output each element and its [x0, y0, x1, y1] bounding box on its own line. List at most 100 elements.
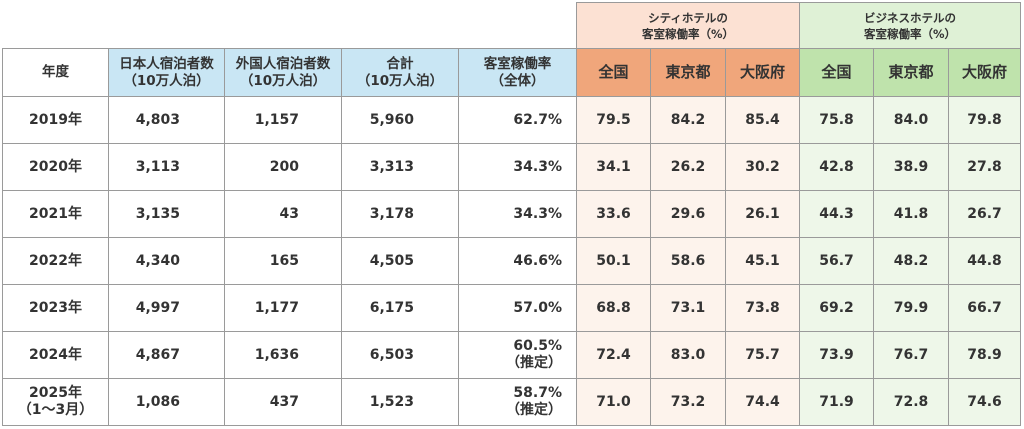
cell-rate: 57.0%: [458, 284, 577, 332]
cell-city-national: 34.1: [576, 143, 651, 191]
cell-city-tokyo: 73.1: [650, 284, 726, 332]
cell-rate-note: （推定）: [506, 402, 562, 418]
cell-rate: 46.6%: [458, 237, 577, 285]
header-occupancy-overall: 客室稼働率 （全体）: [458, 48, 577, 97]
table-row: 2020年 3,113 200 3,313 34.3% 34.1 26.2 30…: [2, 143, 1021, 191]
group-header-business-hotel: ビジネスホテルの 客室稼働率（%）: [799, 2, 1021, 49]
cell-biz-tokyo: 48.2: [873, 237, 949, 285]
cell-city-national: 71.0: [576, 378, 651, 426]
cell-biz-tokyo: 41.8: [873, 190, 949, 238]
cell-city-national: 79.5: [576, 96, 651, 144]
header-biz-national: 全国: [799, 48, 874, 97]
cell-rate: 58.7% （推定）: [458, 378, 577, 426]
table-row: 2025年 （1〜3月） 1,086 437 1,523 58.7% （推定） …: [2, 378, 1021, 426]
cell-total: 4,505: [341, 237, 459, 285]
cell-foreign: 1,157: [224, 96, 342, 144]
cell-city-osaka: 74.4: [725, 378, 800, 426]
cell-total: 6,503: [341, 331, 459, 379]
cell-biz-osaka: 26.7: [948, 190, 1021, 238]
cell-year: 2019年: [2, 96, 109, 144]
cell-year: 2024年: [2, 331, 109, 379]
cell-city-osaka: 75.7: [725, 331, 800, 379]
cell-rate: 60.5% （推定）: [458, 331, 577, 379]
cell-biz-national: 42.8: [799, 143, 874, 191]
cell-biz-national: 56.7: [799, 237, 874, 285]
cell-biz-national: 71.9: [799, 378, 874, 426]
cell-rate-value: 58.7%: [513, 385, 562, 401]
cell-year: 2025年 （1〜3月）: [2, 378, 109, 426]
header-biz-osaka: 大阪府: [948, 48, 1021, 97]
cell-total: 3,313: [341, 143, 459, 191]
header-japanese-guests: 日本人宿泊者数 （10万人泊）: [108, 48, 225, 97]
cell-city-osaka: 26.1: [725, 190, 800, 238]
header-japanese-line2: （10万人泊）: [123, 72, 210, 89]
cell-city-national: 50.1: [576, 237, 651, 285]
cell-city-national: 72.4: [576, 331, 651, 379]
header-year: 年度: [2, 48, 109, 97]
header-rate-line1: 客室稼働率: [483, 55, 552, 72]
cell-total: 3,178: [341, 190, 459, 238]
cell-japanese: 4,803: [108, 96, 225, 144]
column-header-row: 年度 日本人宿泊者数 （10万人泊） 外国人宿泊者数 （10万人泊） 合計 （1…: [2, 48, 1021, 97]
cell-biz-osaka: 44.8: [948, 237, 1021, 285]
cell-biz-national: 75.8: [799, 96, 874, 144]
header-biz-tokyo: 東京都: [873, 48, 949, 97]
cell-city-tokyo: 26.2: [650, 143, 726, 191]
group-header-biz-line1: ビジネスホテルの: [864, 10, 956, 25]
cell-biz-tokyo: 84.0: [873, 96, 949, 144]
cell-city-osaka: 85.4: [725, 96, 800, 144]
cell-biz-tokyo: 38.9: [873, 143, 949, 191]
cell-foreign: 200: [224, 143, 342, 191]
cell-biz-osaka: 66.7: [948, 284, 1021, 332]
cell-rate: 34.3%: [458, 190, 577, 238]
cell-city-osaka: 30.2: [725, 143, 800, 191]
cell-japanese: 3,135: [108, 190, 225, 238]
cell-city-osaka: 45.1: [725, 237, 800, 285]
cell-rate-note: （推定）: [506, 355, 562, 371]
header-rate-line2: （全体）: [490, 72, 545, 89]
cell-japanese: 1,086: [108, 378, 225, 426]
header-japanese-line1: 日本人宿泊者数: [119, 55, 214, 72]
cell-biz-tokyo: 72.8: [873, 378, 949, 426]
cell-biz-tokyo: 79.9: [873, 284, 949, 332]
cell-biz-national: 44.3: [799, 190, 874, 238]
table-row: 2023年 4,997 1,177 6,175 57.0% 68.8 73.1 …: [2, 284, 1021, 332]
cell-year-period: （1〜3月）: [17, 402, 94, 418]
cell-year: 2020年: [2, 143, 109, 191]
cell-biz-national: 73.9: [799, 331, 874, 379]
table-row: 2024年 4,867 1,636 6,503 60.5% （推定） 72.4 …: [2, 331, 1021, 379]
group-header-city-line2: 客室稼働率（%）: [641, 26, 735, 41]
cell-japanese: 4,867: [108, 331, 225, 379]
cell-city-tokyo: 83.0: [650, 331, 726, 379]
cell-foreign: 437: [224, 378, 342, 426]
cell-rate-value: 60.5%: [513, 338, 562, 354]
cell-foreign: 1,636: [224, 331, 342, 379]
cell-year: 2023年: [2, 284, 109, 332]
header-total-line2: （10万人泊）: [356, 72, 444, 89]
group-header-biz-line2: 客室稼働率（%）: [863, 26, 957, 41]
cell-rate: 34.3%: [458, 143, 577, 191]
cell-biz-tokyo: 76.7: [873, 331, 949, 379]
cell-biz-osaka: 78.9: [948, 331, 1021, 379]
cell-foreign: 165: [224, 237, 342, 285]
cell-city-national: 68.8: [576, 284, 651, 332]
cell-japanese: 3,113: [108, 143, 225, 191]
cell-city-tokyo: 58.6: [650, 237, 726, 285]
header-city-national: 全国: [576, 48, 651, 97]
cell-foreign: 1,177: [224, 284, 342, 332]
cell-year: 2022年: [2, 237, 109, 285]
cell-year-value: 2025年: [29, 385, 82, 401]
cell-total: 5,960: [341, 96, 459, 144]
group-header-city-hotel: シティホテルの 客室稼働率（%）: [576, 2, 800, 49]
table-row: 2021年 3,135 43 3,178 34.3% 33.6 29.6 26.…: [2, 190, 1021, 238]
table-row: 2019年 4,803 1,157 5,960 62.7% 79.5 84.2 …: [2, 96, 1021, 144]
cell-city-tokyo: 84.2: [650, 96, 726, 144]
header-foreign-line2: （10万人泊）: [239, 72, 327, 89]
header-city-osaka: 大阪府: [725, 48, 800, 97]
cell-biz-osaka: 74.6: [948, 378, 1021, 426]
table-row: 2022年 4,340 165 4,505 46.6% 50.1 58.6 45…: [2, 237, 1021, 285]
cell-biz-osaka: 79.8: [948, 96, 1021, 144]
cell-total: 1,523: [341, 378, 459, 426]
